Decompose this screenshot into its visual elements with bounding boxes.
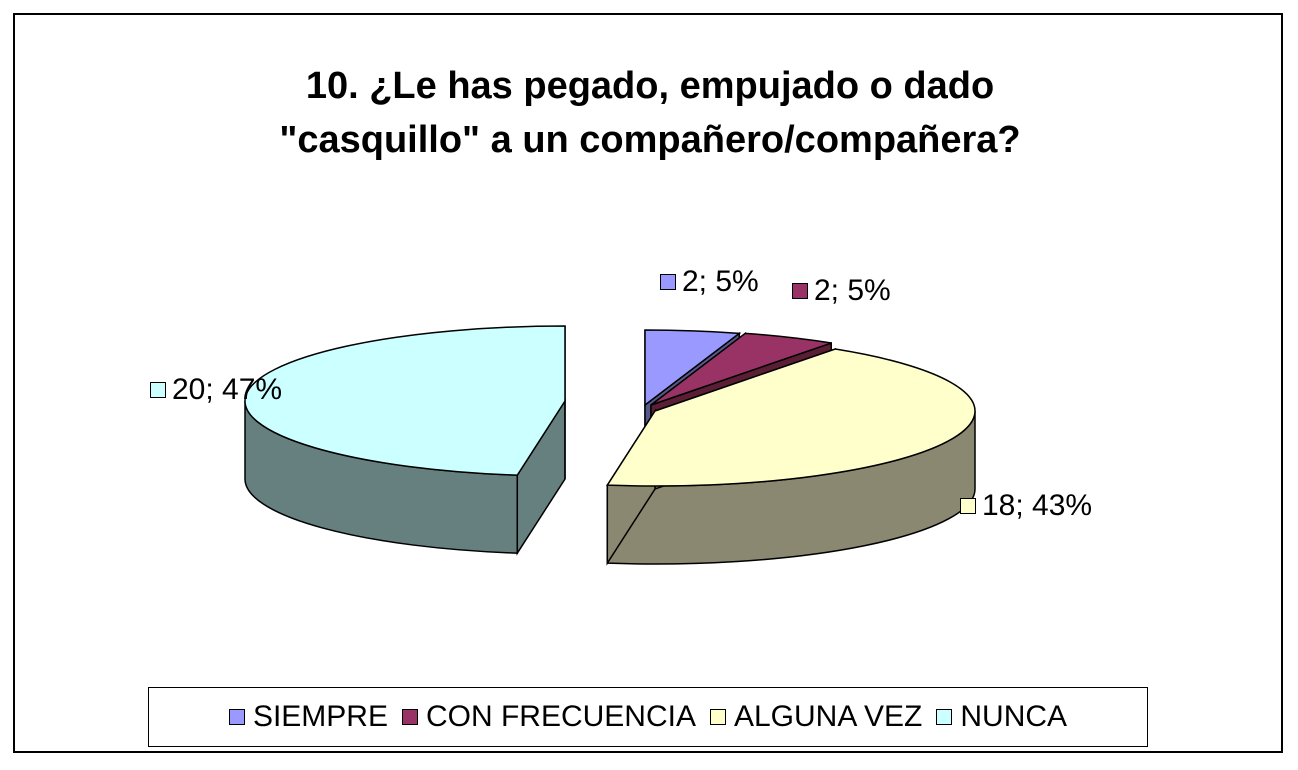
data-label-swatch [150,382,166,398]
data-label-nunca: 20; 47% [150,373,282,407]
pie-slice-alguna-vez [605,348,976,487]
data-label-swatch [960,498,976,514]
data-label-alguna-vez: 18; 43% [960,489,1092,523]
legend-label: CON FRECUENCIA [425,700,696,733]
legend-swatch [401,709,418,725]
data-label-text: 20; 47% [172,373,283,406]
legend-label: ALGUNA VEZ [733,700,923,733]
legend-item-alguna-vez: ALGUNA VEZ [709,700,923,734]
data-label-swatch [792,283,808,299]
legend-label: SIEMPRE [252,700,388,733]
legend-item-nunca: NUNCA [936,700,1067,734]
pie-slice-con-frecuencia [650,332,832,406]
legend: SIEMPRE CON FRECUENCIA ALGUNA VEZ NUNCA [148,687,1148,747]
legend-swatch [228,709,245,725]
pie-chart [244,325,976,566]
chart-title: 10. ¿Le has pegado, empujado o dado "cas… [279,65,1021,161]
data-label-siempre: 2; 5% [660,265,759,299]
pie-slice-siempre [644,329,742,407]
legend-item-con-frecuencia: CON FRECUENCIA [401,700,696,734]
legend-swatch [936,709,953,725]
chart-area: 10. ¿Le has pegado, empujado o dado "cas… [13,13,1283,753]
legend-swatch [709,709,726,725]
data-label-text: 2; 5% [814,274,891,307]
pie-tops [244,325,976,487]
data-label-text: 18; 43% [982,489,1093,522]
legend-label: NUNCA [960,700,1068,733]
data-label-text: 2; 5% [682,265,759,298]
data-label-con-frecuencia: 2; 5% [792,274,891,308]
data-label-swatch [660,274,676,290]
pie-slice-nunca [244,325,566,476]
legend-item-siempre: SIEMPRE [228,700,388,734]
